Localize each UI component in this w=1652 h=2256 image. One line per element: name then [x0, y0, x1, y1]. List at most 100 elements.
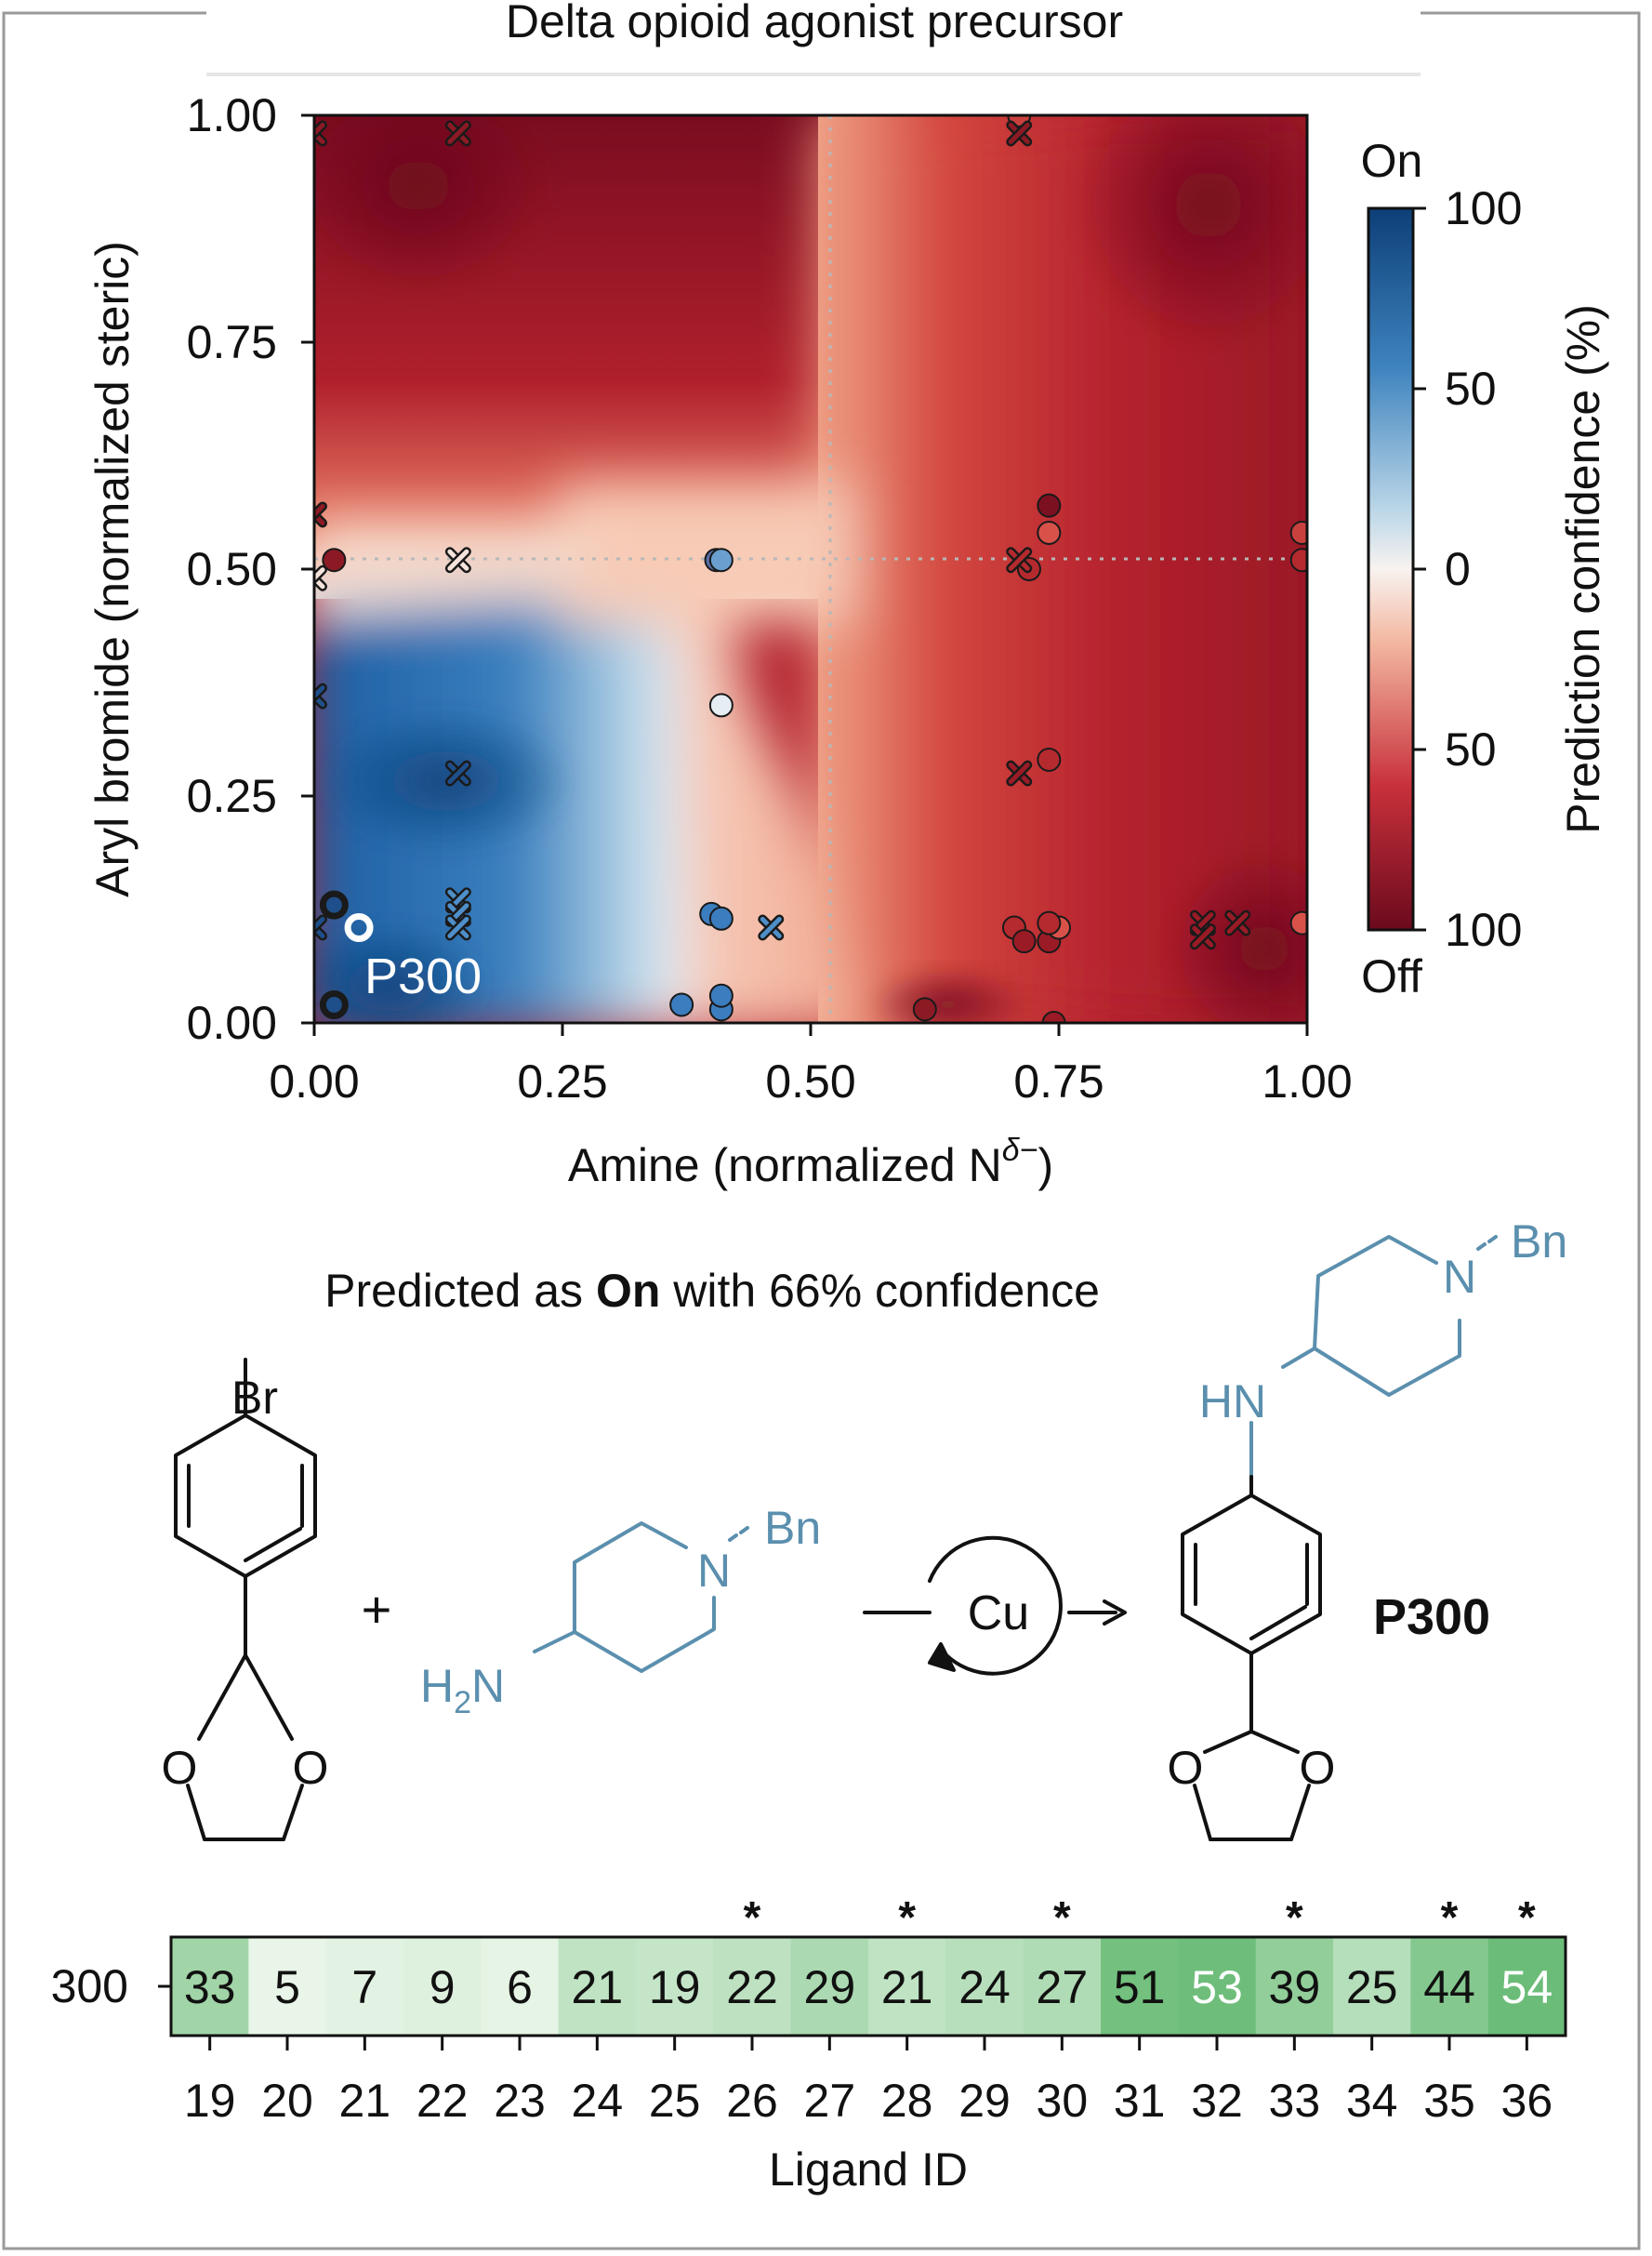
- scatter-point: [708, 693, 733, 718]
- colorbar-title: Prediction confidence (%): [1557, 304, 1609, 834]
- scatter-cross-point: [1189, 923, 1216, 950]
- figure-title: Delta opioid agonist precursor: [506, 0, 1123, 47]
- heatmap-cell: [1101, 1937, 1179, 2036]
- heatmap-cell: [481, 1937, 560, 2036]
- colorbar: On Off 100 50 0 50 100 Prediction confidence…: [1361, 135, 1609, 1002]
- product-bn-label: Bn: [1511, 1215, 1567, 1267]
- significance-star: *: [898, 1893, 916, 1943]
- heatmap-cell-value: 53: [1191, 1961, 1243, 2013]
- heatmap-x-tick-label: 20: [261, 2075, 313, 2127]
- heatmap-cell: [325, 1937, 404, 2036]
- reaction-scheme: Br O O + H2N N Bn Cu: [162, 1215, 1567, 1841]
- y-tick-label: 0.00: [187, 997, 277, 1049]
- prediction-prefix: Predicted as: [324, 1265, 596, 1317]
- heatmap-row-label: 300: [51, 1960, 128, 2012]
- heatmap-x-tick-label: 25: [649, 2075, 701, 2127]
- scatter-plot: 0.00 0.25 0.50 0.75 1.00 0.00 0.25 0.50 0.75 1.00…: [86, 89, 1353, 1191]
- heatmap-cell-value: 54: [1501, 1961, 1553, 2013]
- heatmap-x-tick-label: 33: [1269, 2075, 1321, 2127]
- heatmap-cell-value: 51: [1114, 1961, 1166, 2013]
- scatter-point: [912, 997, 937, 1022]
- amine-nh2-label: H2N: [420, 1660, 505, 1720]
- heatmap-cell: [1410, 1937, 1489, 2036]
- scatter-cross-point: [444, 760, 471, 787]
- heatmap-cell-value: 6: [507, 1961, 533, 2013]
- x-tick-label: 0.00: [269, 1055, 359, 1108]
- scatter-point: [1011, 929, 1037, 954]
- heatmap-cell: [558, 1937, 637, 2036]
- colorbar-tick-label: 50: [1445, 723, 1497, 776]
- catalyst-label: Cu: [968, 1586, 1029, 1640]
- x-tick-label: 1.00: [1262, 1055, 1352, 1108]
- scatter-point: [322, 548, 347, 573]
- prediction-text: Predicted as On with 66% confidence: [324, 1265, 1100, 1317]
- product-o-right: O: [1300, 1742, 1336, 1794]
- amine-nh2-h: H: [420, 1660, 454, 1712]
- heatmap-x-label: Ligand ID: [769, 2143, 968, 2196]
- scatter-cross-point: [758, 914, 785, 941]
- acetal-o-left: O: [162, 1742, 198, 1794]
- heatmap-x-tick-label: 28: [881, 2075, 933, 2127]
- heatmap-cell-value: 7: [351, 1961, 377, 2013]
- scatter-cross-point: [314, 564, 327, 591]
- colorbar-tick-label: 100: [1445, 904, 1522, 956]
- significance-star: *: [1286, 1893, 1303, 1943]
- colorbar-tick-label: 100: [1445, 182, 1522, 234]
- significance-star: *: [744, 1893, 761, 1943]
- heatmap-cell: [171, 1937, 249, 2036]
- heatmap-x-tick-label: 30: [1037, 2075, 1089, 2127]
- heatmap-x-tick-label: 22: [416, 2075, 469, 2127]
- heatmap-x-tick-label: 36: [1501, 2075, 1553, 2127]
- aryl-bromide-structure: [174, 1358, 317, 1841]
- y-tick-label: 0.25: [187, 770, 277, 822]
- scatter-cross-point: [444, 914, 471, 941]
- amine-structure: [533, 1521, 749, 1673]
- heatmap-x-tick-label: 32: [1191, 2075, 1243, 2127]
- heatmap-x-tick-label: 31: [1114, 2075, 1166, 2127]
- heatmap-cell-value: 5: [274, 1961, 300, 2013]
- heatmap-cell: [248, 1937, 327, 2036]
- heatmap-cell: [713, 1937, 792, 2036]
- heatmap-cell: [1487, 1937, 1566, 2036]
- ligand-heatmap: 33 19 5 20 7 21 9 22 6 23 21 24 19 25 22 26 * 29 27 21 28 * 24…: [51, 1893, 1567, 2196]
- scatter-cross-point: [314, 120, 327, 147]
- y-tick-label: 0.50: [187, 543, 277, 595]
- colorbar-top-label: On: [1361, 135, 1423, 187]
- confidence-background: [314, 115, 1307, 1023]
- heatmap-cell-value: 21: [572, 1961, 624, 2013]
- scatter-point: [708, 548, 733, 573]
- heatmap-x-tick-label: 21: [339, 2075, 391, 2127]
- scatter-point: [1037, 520, 1062, 545]
- heatmap-cell: [1333, 1937, 1411, 2036]
- product-ring-n: N: [1443, 1251, 1476, 1303]
- scatter-cross-point: [314, 683, 327, 710]
- colorbar-ticks: 100 50 0 50 100: [1413, 182, 1522, 956]
- heatmap-cell-value: 25: [1346, 1961, 1398, 2013]
- p300-marker: [344, 913, 374, 943]
- scatter-cross-point: [1006, 760, 1033, 787]
- amine-nh2-subscript: 2: [454, 1685, 471, 1720]
- significance-star: *: [1518, 1893, 1536, 1943]
- y-tick-label: 0.75: [187, 316, 277, 368]
- scatter-point: [708, 906, 733, 931]
- x-axis-label-main: Amine (normalized N: [568, 1139, 1002, 1191]
- heatmap-x-tick-label: 19: [184, 2075, 236, 2127]
- product-label: P300: [1373, 1589, 1490, 1645]
- heatmap-x-tick-label: 26: [726, 2075, 778, 2127]
- x-axis-label: Amine (normalized Nδ−): [568, 1133, 1053, 1191]
- scatter-point: [1289, 910, 1307, 936]
- heatmap-cell: [1255, 1937, 1334, 2036]
- x-axis-label-sup: δ−: [1002, 1133, 1038, 1168]
- product-o-left: O: [1168, 1742, 1204, 1794]
- heatmap-cell: [868, 1937, 946, 2036]
- heatmap-cell-value: 39: [1269, 1961, 1321, 2013]
- bromine-label: Br: [231, 1372, 278, 1424]
- scatter-point: [1037, 747, 1062, 772]
- y-tick-label: 1.00: [187, 89, 277, 141]
- heatmap-cells: 33 19 5 20 7 21 9 22 6 23 21 24 19 25 22 26 * 29 27 21 28 * 24…: [171, 1893, 1566, 2127]
- heatmap-cell-value: 24: [958, 1961, 1011, 2013]
- scatter-cross-point: [444, 120, 471, 147]
- scatter-point: [708, 983, 733, 1008]
- acetal-o-right: O: [293, 1742, 329, 1794]
